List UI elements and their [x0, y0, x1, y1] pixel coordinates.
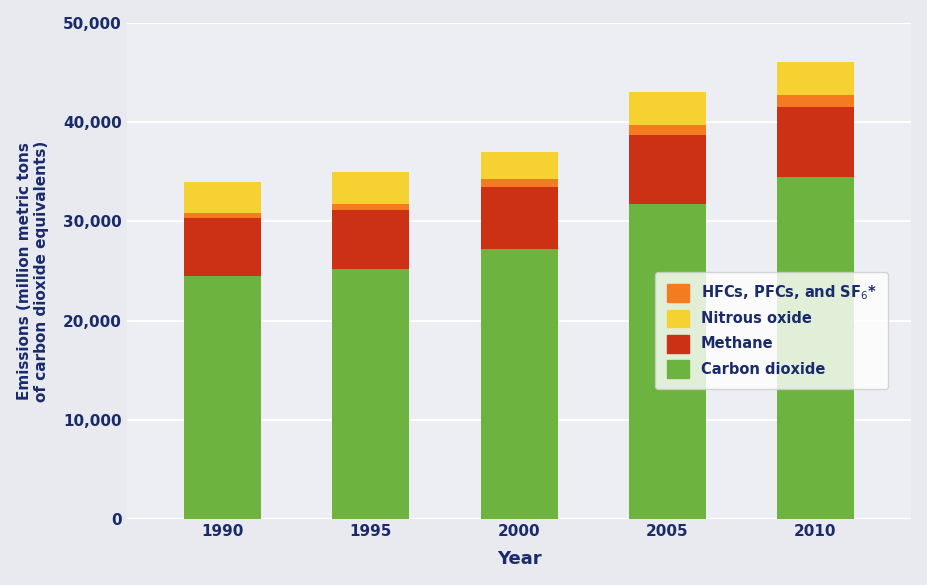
Bar	[776, 95, 853, 107]
Bar	[776, 107, 853, 177]
Bar	[480, 187, 557, 249]
Bar	[184, 276, 261, 519]
Y-axis label: Emissions (million metric tons
of carbon dioxide equivalents): Emissions (million metric tons of carbon…	[17, 140, 49, 402]
Bar	[184, 181, 261, 214]
Bar	[628, 204, 705, 519]
Bar	[480, 249, 557, 519]
Bar	[628, 125, 705, 135]
Bar	[332, 171, 409, 204]
Legend: HFCs, PFCs, and SF$_6$*, Nitrous oxide, Methane, Carbon dioxide: HFCs, PFCs, and SF$_6$*, Nitrous oxide, …	[654, 272, 887, 389]
Bar	[332, 211, 409, 269]
Bar	[184, 218, 261, 276]
Bar	[184, 214, 261, 218]
Bar	[628, 135, 705, 204]
Bar	[480, 178, 557, 187]
Bar	[776, 177, 853, 519]
Bar	[776, 63, 853, 95]
X-axis label: Year: Year	[496, 550, 540, 569]
Bar	[332, 204, 409, 211]
Bar	[332, 269, 409, 519]
Bar	[628, 92, 705, 125]
Bar	[480, 152, 557, 178]
